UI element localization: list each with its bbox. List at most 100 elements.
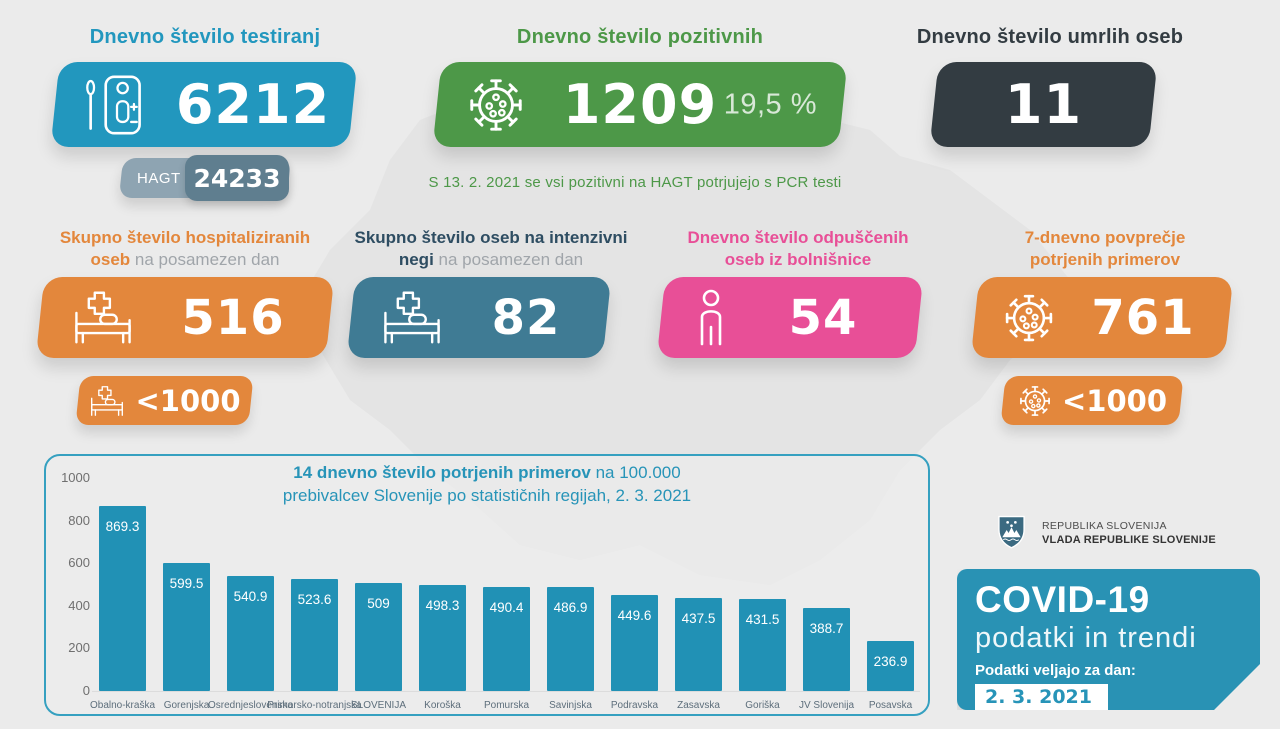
bar-column: 431.5 Goriška	[739, 478, 786, 711]
y-tick-label: 0	[82, 683, 90, 698]
rapid-test-icon	[81, 73, 153, 137]
hospital-bed-icon	[88, 385, 126, 417]
bar-value-label: 236.9	[873, 653, 908, 669]
bar-column: 486.9 Savinjska	[547, 478, 594, 711]
hospitalized-card: 516	[35, 277, 335, 358]
bar-category-label: SLOVENIJA	[350, 700, 407, 711]
y-tick-label: 600	[68, 555, 90, 571]
positive-percent: 19,5 %	[723, 88, 817, 120]
hospitalized-capacity-value: <1000	[135, 383, 241, 418]
avg7-title: 7-dnevno povprečje potrjenih primerov	[1024, 228, 1186, 270]
bar-value-label: 437.5	[681, 610, 716, 626]
bar-value-label: 388.7	[809, 621, 844, 637]
bar-category-label: Obalno-kraška	[89, 700, 156, 711]
deaths-title: Dnevno število umrlih oseb	[916, 26, 1184, 48]
deaths-value: 11	[1004, 73, 1083, 136]
positive-title: Dnevno število pozitivnih	[516, 26, 764, 48]
hagt-badge: HAGT 24233	[118, 155, 292, 201]
bar-column: 236.9 Posavska	[867, 478, 914, 711]
hospitalized-title: Skupno število hospitaliziranih oseb na …	[59, 228, 311, 270]
bar-category-label: JV Slovenija	[798, 700, 855, 711]
bar: 599.5	[163, 563, 210, 691]
bar: 437.5	[675, 597, 722, 691]
covid-title: COVID-19	[975, 579, 1150, 620]
hospital-bed-icon	[70, 290, 136, 345]
bar-category-label: Savinjska	[549, 700, 592, 711]
covid-date-label: Podatki veljajo za dan:	[975, 662, 1136, 679]
bar-column: 509 SLOVENIJA	[351, 478, 406, 711]
positive-value: 1209	[562, 73, 718, 136]
bar-category-label: Osrednjeslovenska	[207, 700, 294, 711]
icu-title: Skupno število oseb na intenzivni negi n…	[354, 228, 628, 270]
bar-category-label: Podravska	[610, 700, 659, 711]
virus-icon	[465, 74, 527, 136]
bar-column: 540.9 Osrednjeslovenska	[208, 478, 293, 711]
deaths-card: 11	[929, 62, 1158, 147]
y-tick-label: 400	[68, 597, 90, 613]
bar: 431.5	[739, 599, 786, 691]
bar: 523.6	[291, 579, 338, 691]
y-tick-label: 200	[68, 640, 90, 656]
avg7-value: 761	[1091, 289, 1195, 346]
bar-value-label: 869.3	[105, 518, 140, 534]
bar-category-label: Koroška	[424, 700, 461, 711]
virus-icon	[1017, 383, 1053, 419]
hagt-badge-value: 24233	[185, 155, 289, 201]
bar-column: 388.7 JV Slovenija	[799, 478, 854, 711]
hospitalized-value: 516	[181, 289, 285, 346]
positive-card: 1209 19,5 %	[432, 62, 848, 147]
bar-column: 437.5 Zasavska	[675, 478, 722, 711]
icu-card: 82	[346, 277, 612, 358]
covid-subtitle: podatki in trendi	[975, 622, 1197, 654]
bar-value-label: 498.3	[425, 597, 460, 613]
bar: 388.7	[803, 608, 850, 691]
discharged-card: 54	[656, 277, 924, 358]
bar-column: 523.6 Primorsko-notranjska	[267, 478, 362, 711]
y-tick-label: 800	[68, 512, 90, 528]
bar-column: 599.5 Gorenjska	[163, 478, 210, 711]
slovenia-coat-of-arms-icon	[997, 514, 1026, 549]
bar-category-label: Pomurska	[483, 700, 530, 711]
bar-value-label: 523.6	[297, 592, 332, 608]
bar: 869.3	[99, 505, 146, 691]
bar: 449.6	[611, 595, 658, 691]
bar-category-label: Posavska	[868, 700, 913, 711]
bar-category-label: Zasavska	[677, 700, 720, 711]
hospitalized-capacity-badge: <1000	[75, 376, 254, 425]
tests-value: 6212	[175, 73, 331, 136]
tests-title: Dnevno število testiranj	[89, 26, 321, 48]
avg7-threshold-value: <1000	[1061, 383, 1167, 418]
gov-line2: VLADA REPUBLIKE SLOVENIJE	[1042, 534, 1216, 546]
y-tick-label: 1000	[61, 470, 90, 485]
hospital-bed-icon	[379, 290, 445, 345]
chart-title: 14 dnevno število potrjenih primerov na …	[282, 463, 692, 505]
discharged-title: Dnevno število odpuščenih oseb iz bolniš…	[687, 228, 909, 270]
avg7-threshold-badge: <1000	[1000, 376, 1184, 425]
bar-value-label: 431.5	[745, 612, 780, 628]
bar: 486.9	[547, 587, 594, 691]
bar-category-label: Gorenjska	[163, 700, 210, 711]
covid-branding-card: COVID-19 podatki in trendi Podatki velja…	[957, 569, 1260, 710]
bar-plot-area: 869.3 Obalno-kraška 599.5 Gorenjska 540.9 Osr…	[90, 478, 914, 711]
regional-incidence-chart: 14 dnevno število potrjenih primerov na …	[44, 454, 930, 716]
bar-column: 498.3 Koroška	[419, 478, 466, 711]
covid-date: 2. 3. 2021	[975, 684, 1108, 711]
x-axis-baseline	[92, 691, 920, 692]
hagt-badge-label: HAGT	[137, 169, 181, 187]
bar-value-label: 599.5	[169, 576, 204, 592]
avg7-card: 761	[970, 277, 1234, 358]
virus-icon	[1001, 290, 1057, 346]
bar: 236.9	[867, 640, 914, 691]
icu-value: 82	[491, 289, 561, 346]
tests-card: 6212	[50, 62, 358, 147]
bar-column: 490.4 Pomurska	[483, 478, 530, 711]
bar: 490.4	[483, 586, 530, 691]
bar-value-label: 490.4	[489, 599, 524, 615]
bar: 498.3	[419, 584, 466, 691]
bar: 540.9	[227, 575, 274, 691]
bar-column: 449.6 Podravska	[611, 478, 658, 711]
discharged-value: 54	[788, 289, 858, 346]
bar-value-label: 486.9	[553, 600, 588, 616]
bar-category-label: Goriška	[745, 700, 780, 711]
